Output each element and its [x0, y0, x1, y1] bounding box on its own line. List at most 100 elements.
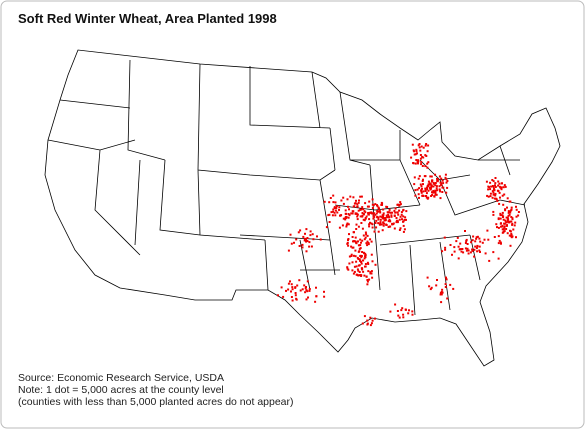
acreage-dot [355, 199, 357, 202]
acreage-dot [305, 289, 308, 292]
acreage-dot [289, 233, 292, 236]
acreage-dot [364, 255, 367, 258]
acreage-dot [355, 223, 358, 226]
acreage-dot [351, 246, 354, 249]
acreage-dot [405, 218, 407, 221]
acreage-dot [293, 241, 295, 244]
acreage-dot [323, 295, 326, 298]
acreage-dot [354, 249, 357, 252]
acreage-dot [370, 222, 373, 225]
acreage-dot [494, 194, 497, 197]
acreage-dot [332, 210, 335, 213]
acreage-dot [387, 220, 390, 223]
acreage-dot [354, 236, 357, 239]
acreage-dot [299, 289, 302, 292]
acreage-dot [361, 227, 364, 230]
acreage-dot [418, 196, 420, 199]
acreage-dot [348, 208, 350, 211]
acreage-dot [365, 275, 368, 278]
acreage-dot [479, 251, 481, 253]
acreage-dot [358, 271, 361, 273]
acreage-dot [420, 160, 423, 163]
acreage-dot [503, 222, 506, 225]
acreage-dot [420, 185, 423, 188]
acreage-dot [357, 201, 360, 204]
acreage-dot [304, 232, 306, 235]
acreage-dot [505, 224, 508, 227]
acreage-dot [307, 296, 309, 299]
acreage-dot [371, 319, 374, 322]
acreage-dot [475, 236, 478, 239]
acreage-dot [365, 215, 368, 218]
acreage-dot [413, 176, 416, 179]
source-note: Source: Economic Research Service, USDA [18, 372, 224, 384]
acreage-dot [505, 221, 508, 224]
acreage-dot [347, 268, 350, 271]
acreage-dot [426, 150, 429, 153]
acreage-dot [440, 301, 443, 304]
acreage-dot [402, 209, 405, 212]
acreage-dot [426, 188, 429, 191]
acreage-dot [387, 226, 390, 228]
acreage-dot [305, 238, 307, 241]
acreage-dot [427, 196, 430, 199]
acreage-dot [359, 215, 362, 218]
acreage-dot [304, 291, 307, 294]
acreage-dot [442, 182, 445, 185]
acreage-dot [361, 268, 364, 271]
acreage-dot [347, 223, 350, 226]
acreage-dot [396, 211, 399, 214]
acreage-dot [494, 192, 497, 195]
acreage-dot [417, 177, 420, 180]
acreage-dot [314, 300, 317, 303]
acreage-dot [354, 202, 357, 205]
acreage-dot [394, 207, 397, 210]
acreage-dot [342, 196, 345, 199]
acreage-dot [398, 229, 401, 231]
acreage-dot [417, 144, 420, 147]
acreage-dot [494, 182, 497, 185]
acreage-dot [420, 163, 423, 166]
acreage-dot [308, 245, 311, 248]
acreage-dot [373, 212, 376, 215]
acreage-dot [386, 216, 389, 219]
acreage-dot [475, 237, 478, 240]
acreage-dot [436, 180, 439, 183]
acreage-dot [446, 186, 449, 189]
acreage-dot [457, 245, 460, 248]
acreage-dot [496, 199, 499, 202]
acreage-dot [401, 307, 404, 310]
acreage-dot [433, 195, 436, 198]
acreage-dot [445, 181, 448, 184]
acreage-dot [506, 206, 508, 209]
acreage-dot [414, 153, 417, 156]
acreage-dot [445, 276, 447, 279]
acreage-dot [460, 250, 463, 253]
acreage-dot [332, 201, 335, 204]
acreage-dot [367, 212, 370, 214]
acreage-dot [379, 221, 382, 224]
acreage-dot [356, 205, 359, 208]
acreage-dot [498, 191, 501, 194]
acreage-dot [429, 288, 432, 291]
acreage-dot [492, 251, 495, 254]
acreage-dot [418, 146, 421, 149]
acreage-dot [386, 211, 389, 214]
acreage-dot [466, 247, 469, 250]
acreage-dot [393, 215, 396, 217]
acreage-dot [306, 290, 309, 293]
acreage-dot [374, 222, 377, 224]
acreage-dot [383, 217, 386, 220]
acreage-dot [352, 196, 355, 199]
acreage-dot [388, 208, 391, 211]
acreage-dot [334, 214, 337, 217]
acreage-dot [359, 238, 362, 241]
acreage-dot [400, 213, 403, 216]
acreage-dot [295, 297, 298, 300]
acreage-dot [305, 286, 307, 288]
acreage-dot [432, 185, 435, 188]
acreage-dot [424, 144, 427, 147]
acreage-dot [489, 192, 492, 195]
acreage-dot [346, 266, 349, 269]
acreage-dot [331, 214, 334, 217]
